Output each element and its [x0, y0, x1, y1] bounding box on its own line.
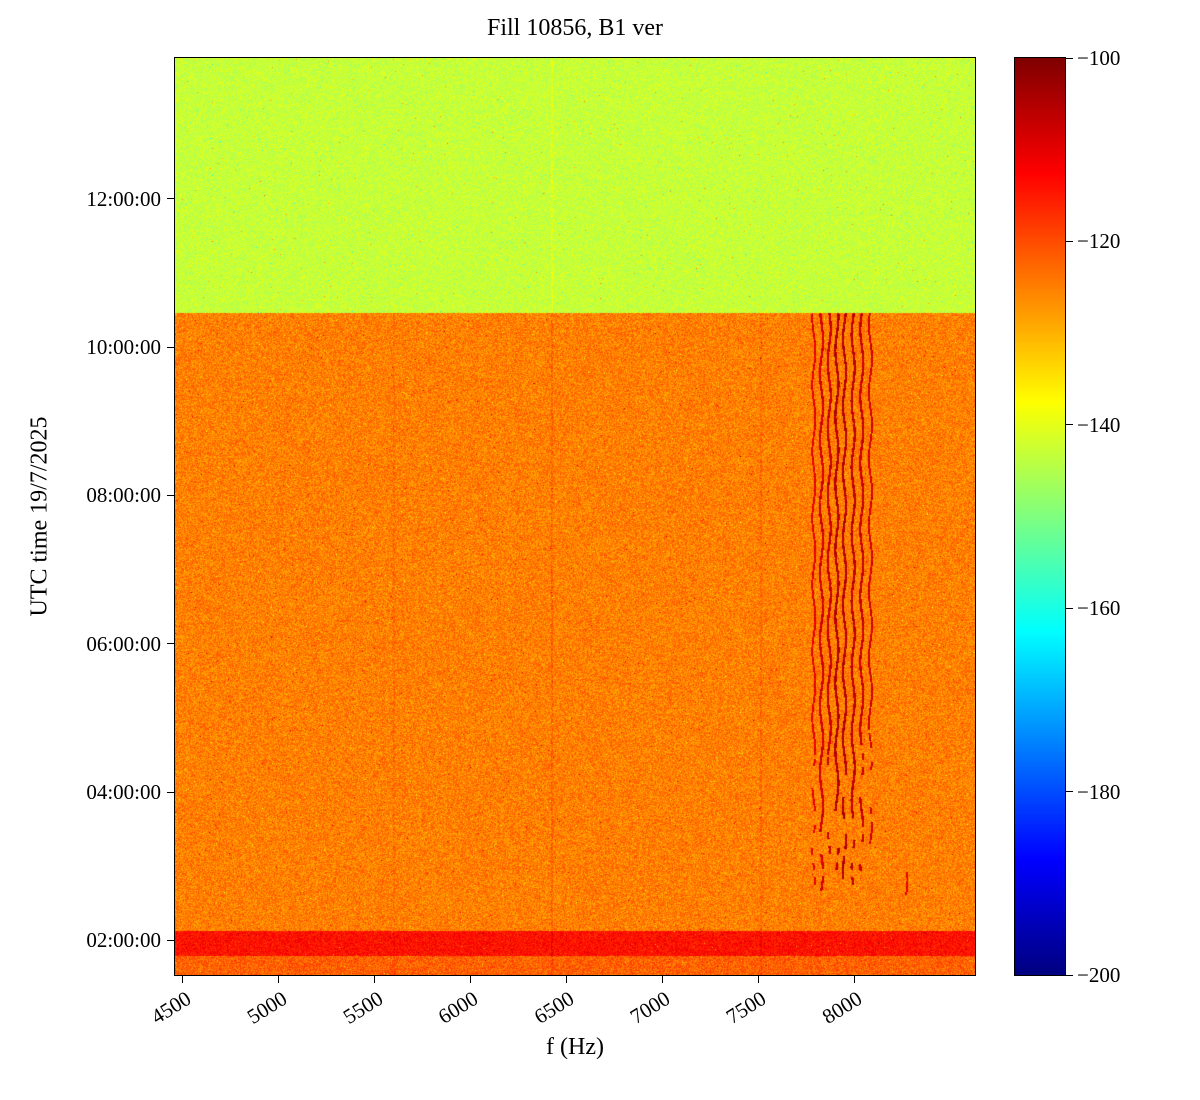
x-tick-mark	[662, 976, 663, 983]
x-tick-mark	[182, 976, 183, 983]
y-tick-label: 04:00:00	[55, 780, 161, 804]
x-tick-label-text: 4500	[147, 987, 194, 1028]
colorbar-tick-mark	[1066, 58, 1073, 59]
x-tick-mark	[758, 976, 759, 983]
x-tick-label-text: 5500	[339, 987, 386, 1028]
chart-title: Fill 10856, B1 ver	[175, 14, 975, 42]
colorbar-gradient	[1015, 58, 1065, 975]
y-tick-mark	[167, 643, 174, 644]
colorbar-tick-mark	[1066, 791, 1073, 792]
colorbar-tick-mark	[1066, 424, 1073, 425]
y-tick-mark	[167, 940, 174, 941]
y-tick-mark	[167, 347, 174, 348]
x-tick-mark	[278, 976, 279, 983]
y-tick-mark	[167, 792, 174, 793]
x-tick-mark	[374, 976, 375, 983]
y-tick-label: 08:00:00	[55, 483, 161, 507]
spectrogram-figure: Fill 10856, B1 ver UTC time 19/7/2025 f …	[0, 0, 1200, 1100]
y-tick-label: 06:00:00	[55, 632, 161, 656]
x-tick-label-text: 6000	[435, 987, 482, 1028]
colorbar-tick-label: −180	[1077, 780, 1120, 804]
colorbar-tick-label: −100	[1077, 46, 1120, 70]
colorbar-tick-mark	[1066, 608, 1073, 609]
spectrogram-heatmap	[175, 58, 975, 975]
colorbar-tick-label: −160	[1077, 596, 1120, 620]
colorbar	[1015, 58, 1065, 975]
x-tick-label-text: 8000	[819, 987, 866, 1028]
colorbar-tick-mark	[1066, 241, 1073, 242]
x-tick-mark	[854, 976, 855, 983]
x-tick-label-text: 5000	[243, 987, 290, 1028]
x-tick-label-text: 6500	[531, 987, 578, 1028]
colorbar-tick-label: −120	[1077, 229, 1120, 253]
y-tick-label: 10:00:00	[55, 335, 161, 359]
plot-area	[175, 58, 975, 975]
x-tick-label-text: 7500	[723, 987, 770, 1028]
x-tick-mark	[566, 976, 567, 983]
y-tick-mark	[167, 495, 174, 496]
y-tick-mark	[167, 198, 174, 199]
y-tick-label: 02:00:00	[55, 928, 161, 952]
colorbar-tick-mark	[1066, 975, 1073, 976]
x-tick-mark	[470, 976, 471, 983]
colorbar-tick-label: −200	[1077, 963, 1120, 987]
y-axis-label: UTC time 19/7/2025	[27, 417, 54, 617]
y-tick-label: 12:00:00	[55, 187, 161, 211]
x-axis-label: f (Hz)	[175, 1034, 975, 1061]
x-tick-label-text: 7000	[627, 987, 674, 1028]
colorbar-tick-label: −140	[1077, 413, 1120, 437]
